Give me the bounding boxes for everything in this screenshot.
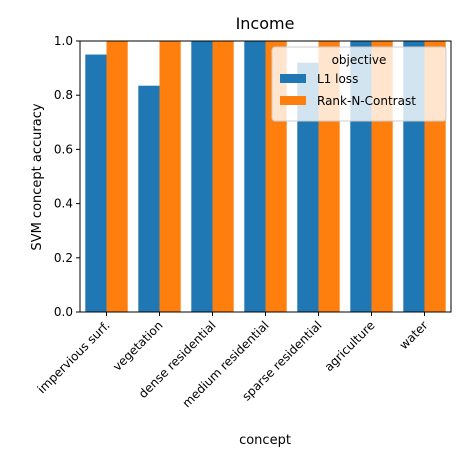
y-tick-label: 0.2 bbox=[54, 251, 73, 265]
y-axis-title: SVM concept accuracy bbox=[30, 103, 45, 250]
y-tick-label: 0.8 bbox=[54, 88, 73, 102]
legend-box bbox=[271, 46, 447, 122]
x-tick-label: vegetation bbox=[110, 318, 166, 374]
legend: objective L1 loss Rank-N-Contrast bbox=[271, 46, 447, 122]
legend-title: objective bbox=[332, 53, 387, 67]
bar-l1-loss bbox=[138, 85, 160, 312]
bar-rank-n-contrast bbox=[159, 41, 181, 312]
bar-l1-loss bbox=[85, 54, 107, 313]
y-tick-label: 0.6 bbox=[54, 142, 73, 156]
bar-l1-loss bbox=[244, 41, 266, 312]
x-tick-label: medium residential bbox=[180, 318, 272, 410]
x-axis-title: concept bbox=[239, 433, 291, 448]
x-tick-label: impervious surf. bbox=[35, 318, 113, 396]
legend-label: L1 loss bbox=[317, 72, 358, 86]
bar-l1-loss bbox=[297, 62, 319, 313]
y-tick-label: 1.0 bbox=[54, 34, 73, 48]
x-tick-label: water bbox=[397, 318, 431, 352]
bar-l1-loss bbox=[191, 41, 213, 312]
bar-rank-n-contrast bbox=[212, 41, 234, 312]
y-tick-label: 0.4 bbox=[54, 197, 73, 211]
legend-label: Rank-N-Contrast bbox=[317, 94, 416, 108]
bar-rank-n-contrast bbox=[106, 41, 128, 312]
x-tick-label: agriculture bbox=[322, 318, 378, 374]
legend-swatch bbox=[280, 96, 306, 105]
legend-swatch bbox=[280, 74, 306, 83]
y-tick-label: 0.0 bbox=[54, 305, 73, 319]
chart-title: Income bbox=[236, 14, 295, 33]
